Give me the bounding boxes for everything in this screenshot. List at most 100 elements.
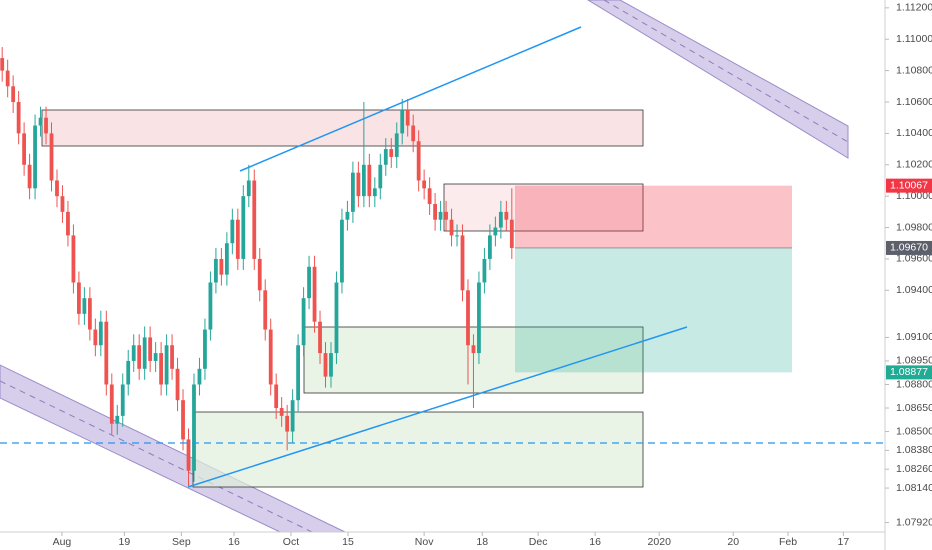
candle-body — [219, 258, 224, 275]
price-tag-label: 1.09670 — [890, 242, 928, 254]
y-tick-label: 1.10200 — [896, 159, 932, 171]
candle-body — [307, 266, 311, 299]
x-tick-label: 16 — [228, 536, 240, 548]
candle-body — [438, 211, 443, 220]
candle-body — [405, 109, 410, 126]
y-tick-label: 1.08140 — [896, 482, 932, 494]
x-tick-label: 17 — [838, 536, 850, 548]
candles — [0, 47, 514, 487]
candle-body — [22, 133, 27, 165]
y-tick-label: 1.09400 — [896, 284, 932, 296]
candle-body — [444, 211, 448, 220]
candle-body — [394, 133, 399, 157]
candle-body — [274, 384, 279, 409]
candle-body — [416, 141, 421, 181]
candle-body — [389, 149, 394, 157]
y-tick-label: 1.10600 — [896, 96, 932, 108]
candle-body — [312, 266, 317, 322]
trendline — [239, 26, 582, 172]
candle-body — [361, 164, 366, 197]
y-tick-label: 1.10000 — [896, 190, 932, 202]
time-axis — [0, 532, 885, 550]
candle-body — [93, 329, 98, 346]
candle-body — [87, 298, 92, 330]
candle-body — [203, 329, 207, 369]
candle-body — [230, 219, 235, 244]
candle-body — [5, 70, 10, 87]
y-tick-label: 1.08650 — [896, 402, 932, 414]
candle-body — [148, 337, 153, 361]
x-tick-label: Sep — [172, 536, 191, 548]
channel-midline — [603, 0, 849, 143]
x-tick-label: 18 — [476, 536, 488, 548]
candle-body — [109, 384, 114, 424]
target-zone — [515, 247, 792, 373]
candle-body — [126, 360, 131, 385]
price-tag-label: 1.10067 — [890, 179, 928, 191]
candle-body — [285, 415, 290, 432]
price-tag — [886, 240, 932, 255]
y-tick-label: 1.11000 — [896, 33, 932, 45]
candle-body — [197, 368, 202, 385]
price-axis — [885, 0, 932, 550]
candle-body — [0, 58, 5, 71]
candle-body — [120, 384, 125, 416]
y-tick-label: 1.08380 — [896, 444, 932, 456]
x-tick-label: 15 — [342, 536, 354, 548]
candle-body — [329, 353, 333, 377]
candle-body — [334, 282, 339, 354]
candle-body — [235, 219, 240, 259]
candle-body — [488, 235, 492, 259]
overlay-lines — [0, 26, 885, 488]
candle-body — [351, 172, 355, 212]
candle-body — [82, 298, 87, 314]
candle-body — [257, 258, 262, 291]
candle-body — [170, 345, 174, 369]
candle-body — [449, 219, 454, 236]
support-zone — [192, 411, 644, 488]
candle-body — [504, 211, 509, 220]
candle-body — [104, 321, 109, 385]
y-tick-label: 1.08500 — [896, 425, 932, 437]
candle-body — [27, 164, 32, 189]
candle-body — [214, 258, 218, 283]
candle-body — [296, 345, 301, 401]
axes: 1.11200 1.11000 1.10800 1.10600 1.10400 1.102… — [53, 2, 932, 548]
stop-zone — [515, 185, 792, 248]
candle-body — [98, 321, 103, 346]
candle-body — [208, 282, 213, 330]
candle-body — [186, 439, 191, 471]
channel — [587, 0, 849, 159]
candle-body — [192, 384, 196, 471]
candle-body — [433, 204, 438, 220]
y-tick-label: 1.09100 — [896, 331, 932, 343]
candle-body — [55, 180, 59, 197]
candle-body — [372, 188, 377, 197]
candle-body — [33, 125, 37, 189]
x-tick-label: 19 — [119, 536, 131, 548]
x-tick-label: Oct — [283, 536, 299, 548]
candle-body — [137, 345, 142, 369]
y-tick-label: 1.10800 — [896, 64, 932, 76]
candle-body — [268, 329, 273, 385]
y-tick-label: 1.11200 — [896, 2, 932, 14]
y-tick-label: 1.08260 — [896, 463, 932, 475]
candle-body — [340, 219, 344, 283]
candle-body — [252, 180, 257, 259]
candle-body — [411, 125, 416, 142]
price-tag — [886, 178, 932, 193]
candle-body — [493, 227, 498, 236]
candle-body — [466, 290, 470, 346]
y-tick-label: 1.08950 — [896, 355, 932, 367]
candle-body — [263, 290, 268, 330]
candle-body — [378, 164, 383, 189]
y-tick-label: 1.07920 — [896, 516, 932, 528]
x-tick-label: 16 — [589, 536, 601, 548]
candle-body — [66, 211, 70, 236]
y-tick-label: 1.08800 — [896, 378, 932, 390]
trendline — [187, 326, 688, 488]
candle-body — [345, 211, 350, 220]
candle-body — [460, 235, 465, 291]
candle-body — [175, 368, 180, 401]
